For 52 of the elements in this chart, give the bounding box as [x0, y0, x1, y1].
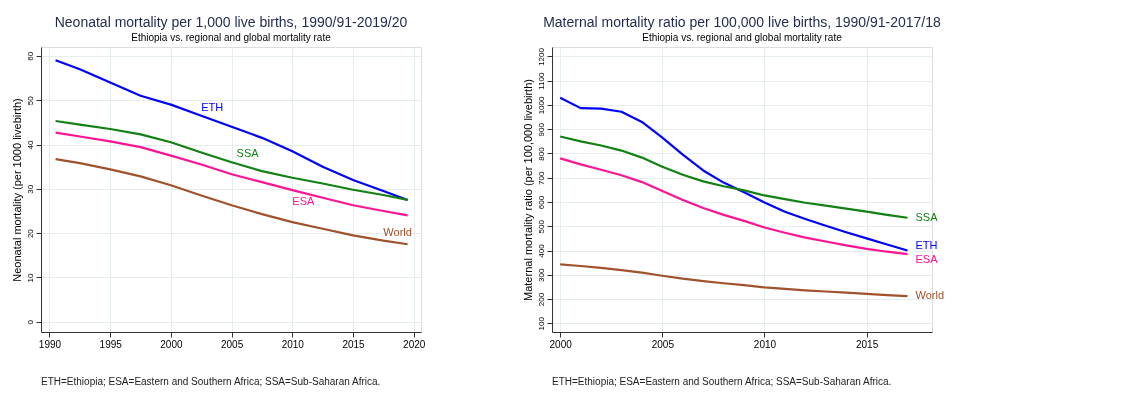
y-tick-label: 40: [25, 140, 35, 150]
y-tick-label: 20: [25, 228, 35, 239]
series-label: ESA: [292, 195, 315, 208]
y-axis-title: Neonatal mortality (per 1000 livebirth): [10, 98, 23, 282]
y-tick-label: 700: [536, 171, 546, 185]
chart-subtitle: Ethiopia vs. regional and global mortality rate: [131, 32, 332, 43]
x-tick-label: 2000: [160, 338, 183, 350]
chart-title: Neonatal mortality per 1,000 live births, 1990/91-2019/20: [54, 14, 408, 30]
y-tick-label: 500: [536, 219, 546, 234]
y-tick-label: 0: [25, 319, 35, 325]
x-tick-label: 1990: [38, 338, 62, 350]
y-tick-label: 300: [536, 268, 546, 282]
series-label: World: [383, 225, 412, 238]
y-tick-label: 800: [536, 146, 546, 161]
y-tick-label: 100: [536, 316, 546, 331]
x-tick-label: 2020: [403, 338, 426, 350]
y-tick-label: 60: [25, 51, 35, 61]
x-tick-label: 2015: [342, 338, 366, 350]
y-tick-label: 30: [25, 184, 35, 194]
y-tick-label: 200: [536, 292, 546, 307]
y-tick-label: 1200: [536, 47, 546, 66]
y-axis-title: Maternal mortality ratio (per 100,000 livebirth): [521, 79, 534, 301]
x-tick-label: 2005: [651, 338, 675, 350]
series-label: World: [915, 289, 945, 302]
series-label: SSA: [236, 147, 260, 160]
x-tick-label: 2000: [549, 338, 573, 350]
y-tick-label: 1000: [536, 96, 546, 115]
series-label: ESA: [915, 253, 939, 266]
y-tick-label: 400: [536, 243, 546, 258]
line-series: [559, 263, 909, 298]
line-series: [559, 157, 909, 256]
text: ETH=Ethiopia; ESA=Eastern and Southern Africa; SSA=Sub-Saharan Africa.: [552, 376, 892, 387]
chart-title: Maternal mortality ratio per 100,000 live births, 1990/91-2017/18: [543, 14, 942, 30]
line-series: [559, 96, 909, 252]
x-tick-label: 2015: [856, 338, 879, 350]
x-tick-label: 2010: [753, 338, 777, 350]
y-tick-label: 50: [25, 95, 35, 106]
line-series: [54, 131, 409, 217]
chart-subtitle: Ethiopia vs. regional and global mortality rate: [642, 32, 843, 43]
text: ETH=Ethiopia; ESA=Eastern and Southern Africa; SSA=Sub-Saharan Africa.: [41, 376, 381, 387]
line-series: [54, 158, 409, 246]
x-tick-label: 2010: [281, 338, 305, 350]
x-tick-label: 1995: [99, 338, 123, 350]
x-tick-label: 2005: [220, 338, 244, 350]
series-label: SSA: [915, 210, 939, 223]
y-tick-label: 10: [25, 272, 35, 283]
y-tick-label: 900: [536, 122, 546, 137]
y-tick-label: 1100: [536, 72, 546, 90]
series-label: ETH: [915, 238, 938, 251]
y-tick-label: 600: [536, 195, 546, 210]
line-series: [559, 135, 909, 219]
series-label: ETH: [201, 100, 224, 113]
